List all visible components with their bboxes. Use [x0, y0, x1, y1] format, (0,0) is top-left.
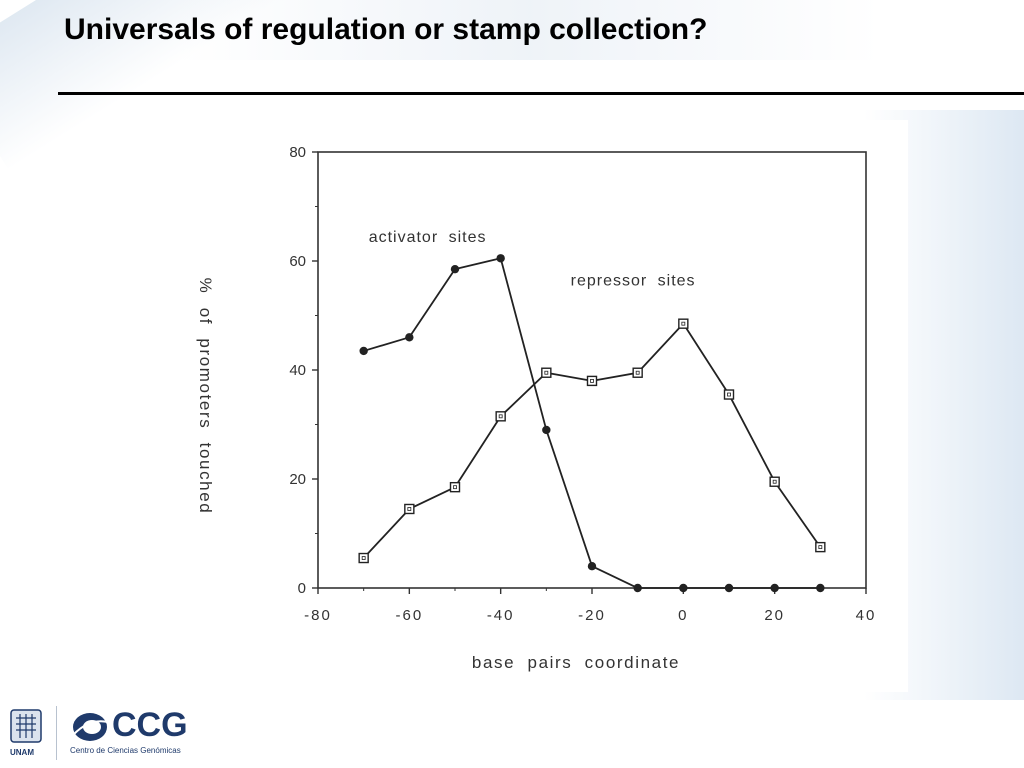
data-point-repressor — [815, 541, 826, 553]
x-tick-label: -60 — [395, 607, 423, 624]
data-point-activator — [405, 333, 414, 342]
x-tick-label: -40 — [487, 607, 515, 624]
data-point-activator — [496, 254, 505, 263]
data-point-repressor-inner — [407, 507, 412, 511]
y-tick-label: 40 — [289, 362, 306, 379]
chart-panel: 0 20 40 60 80 -80 -60 -40 -20 0 20 40 base pairs coo… — [170, 120, 908, 692]
data-point-activator — [679, 583, 688, 593]
data-point-repressor — [678, 318, 689, 329]
footer-divider — [56, 706, 57, 760]
data-point-repressor — [541, 367, 552, 378]
x-axis-label: base pairs coordinate — [472, 653, 680, 672]
title-underline — [58, 92, 1024, 95]
data-point-activator — [633, 583, 642, 593]
data-point-repressor — [449, 481, 461, 493]
line-chart: 0 20 40 60 80 -80 -60 -40 -20 0 20 40 base pairs coo… — [196, 144, 877, 672]
data-point-repressor-inner — [727, 392, 731, 397]
slide-title: Universals of regulation or stamp collec… — [64, 13, 708, 46]
data-point-activator — [587, 562, 597, 571]
y-tick-label: 60 — [289, 253, 306, 270]
x-tick-label: 20 — [764, 607, 785, 624]
data-point-activator — [542, 425, 551, 435]
data-point-repressor-inner — [361, 556, 366, 560]
data-point-repressor — [632, 367, 643, 378]
y-tick-label: 0 — [298, 580, 306, 597]
unam-seal-icon — [10, 709, 42, 743]
ccg-subtitle: Centro de Ciencias Genómicas — [70, 746, 181, 755]
data-point-repressor — [495, 411, 506, 422]
y-axis-label: % of promoters touched — [196, 278, 215, 515]
data-point-repressor-inner — [818, 545, 823, 550]
series-label-activator-sites: activator sites — [369, 229, 487, 246]
data-point-activator — [770, 583, 779, 593]
series-line-repressor-sites — [363, 322, 822, 559]
data-point-repressor-inner — [681, 321, 686, 326]
data-point-repressor-inner — [590, 378, 594, 383]
data-point-repressor — [769, 476, 780, 487]
data-point-activator — [450, 264, 460, 274]
x-tick-label: -20 — [578, 607, 606, 624]
data-point-repressor — [723, 389, 735, 400]
footer-logos: UNAM CCG Centro de Ciencias Genómicas — [0, 702, 240, 768]
data-point-repressor — [358, 552, 369, 564]
data-point-repressor-inner — [635, 370, 640, 375]
unam-label: UNAM — [10, 748, 34, 757]
data-point-activator — [359, 346, 368, 356]
x-tick-label: -80 — [304, 607, 332, 624]
ccg-logo-icon — [73, 713, 109, 741]
x-tick-label: 0 — [678, 607, 688, 624]
data-point-repressor-inner — [498, 414, 503, 419]
data-point-activator — [724, 583, 734, 593]
data-point-activator — [816, 583, 825, 593]
ccg-logo-text: CCG — [112, 706, 188, 744]
series-line-activator-sites — [363, 257, 821, 589]
plot-frame — [317, 151, 867, 589]
data-point-repressor-inner — [544, 370, 549, 375]
data-point-repressor-inner — [772, 479, 777, 484]
series-label-repressor-sites: repressor sites — [571, 273, 696, 290]
data-point-repressor — [404, 503, 415, 515]
data-point-repressor-inner — [453, 485, 457, 490]
data-point-repressor — [586, 375, 598, 387]
y-tick-label: 80 — [289, 144, 306, 161]
y-tick-label: 20 — [289, 471, 306, 488]
x-tick-label: 40 — [856, 607, 877, 624]
